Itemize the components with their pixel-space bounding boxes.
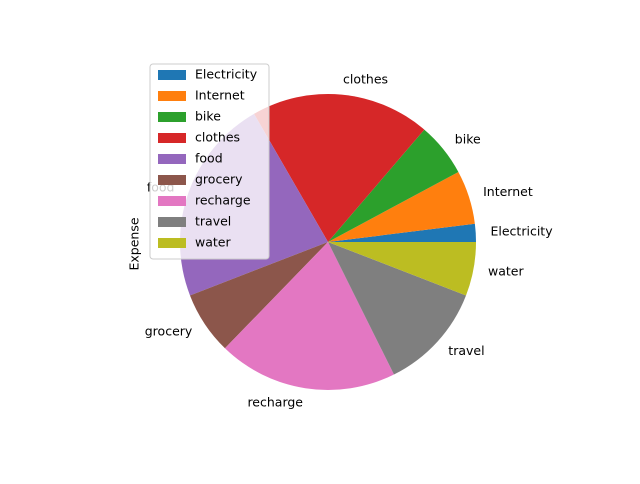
legend-swatch-clothes [158, 133, 186, 143]
slice-label-recharge: recharge [247, 394, 303, 409]
pie-slice-recharge [224, 242, 394, 390]
slice-label-travel: travel [448, 343, 484, 358]
legend-swatch-water [158, 238, 186, 248]
pie-slice-electricity [328, 223, 476, 242]
pie-slice-water [328, 242, 476, 296]
slice-label-clothes: clothes [343, 71, 388, 86]
legend-swatch-food [158, 154, 186, 164]
legend-label-water: water [195, 235, 231, 250]
pie-slice-internet [328, 171, 475, 242]
legend-swatch-internet [158, 91, 186, 101]
pie-slice-bike [328, 129, 459, 242]
legend-label-travel: travel [195, 214, 231, 229]
legend-swatch-travel [158, 217, 186, 227]
slice-label-water: water [488, 263, 524, 278]
legend-label-electricity: Electricity [195, 67, 258, 82]
slice-label-bike: bike [455, 131, 481, 146]
legend: Electricity Internet bike clothes food grocer… [149, 63, 270, 260]
slice-label-electricity: Electricity [491, 224, 554, 239]
legend-swatch-recharge [158, 196, 186, 206]
legend-label-food: food [195, 151, 223, 166]
slice-label-internet: Internet [483, 184, 533, 199]
y-axis-label: Expense [127, 217, 142, 270]
pie-slice-grocery [189, 242, 328, 349]
legend-label-grocery: grocery [195, 172, 243, 187]
pie-slice-clothes [254, 94, 425, 243]
pie-slice-travel [328, 242, 467, 375]
legend-label-recharge: recharge [195, 193, 251, 208]
legend-label-clothes: clothes [195, 130, 240, 145]
legend-label-bike: bike [195, 109, 221, 124]
legend-swatch-bike [158, 112, 186, 122]
slice-label-grocery: grocery [145, 323, 193, 338]
legend-label-internet: Internet [195, 88, 245, 103]
legend-swatch-electricity [158, 70, 186, 80]
legend-swatch-grocery [158, 175, 186, 185]
